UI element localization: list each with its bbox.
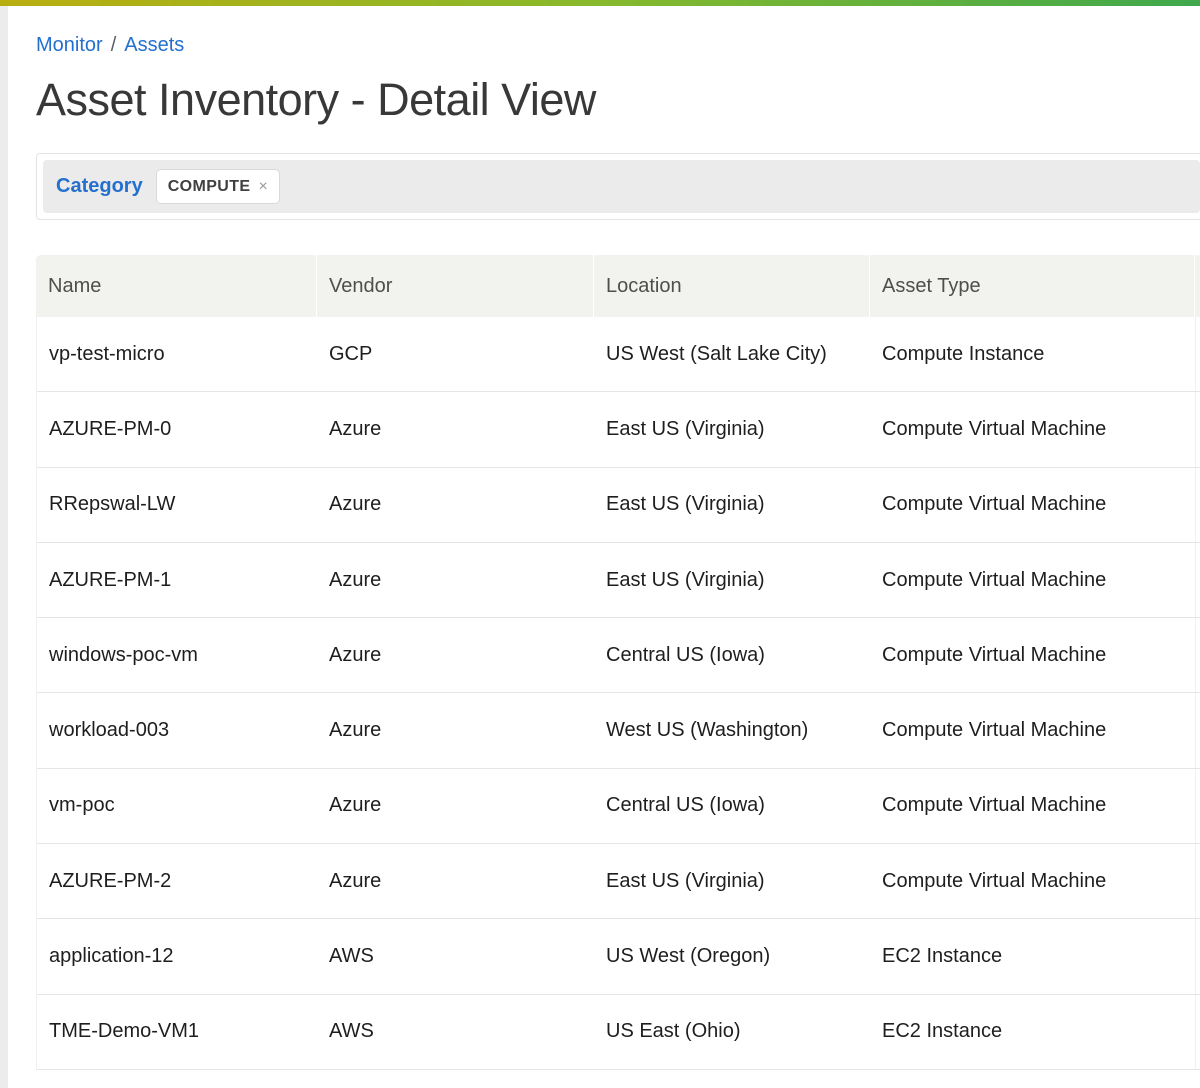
table-row[interactable]: AZURE-PM-1 Azure East US (Virginia) Comp…: [37, 542, 1200, 619]
cell-asset-type: Compute Virtual Machine: [882, 869, 1107, 892]
cell-name: RRepswal-LW: [49, 493, 176, 516]
cell-overflow: [1195, 994, 1200, 1069]
cell-vendor: Azure: [329, 794, 382, 817]
table-row[interactable]: AZURE-PM-2 Azure East US (Virginia) Comp…: [37, 844, 1200, 920]
filter-container: Category COMPUTE ×: [36, 153, 1200, 220]
cell-vendor: Azure: [329, 643, 382, 666]
cell-overflow: [1195, 467, 1200, 542]
cell-location: East US (Virginia): [606, 869, 765, 892]
table-row[interactable]: AZURE-PM-0 Azure East US (Virginia) Comp…: [37, 392, 1200, 468]
column-header-overflow: [1194, 255, 1200, 317]
cell-location: US East (Ohio): [606, 1020, 741, 1043]
column-header-name[interactable]: Name: [48, 274, 102, 297]
table-row[interactable]: application-12 AWS US West (Oregon) EC2 …: [37, 919, 1200, 995]
cell-vendor: Azure: [329, 493, 382, 516]
filter-category-label[interactable]: Category: [56, 175, 143, 197]
breadcrumb: Monitor / Assets: [36, 33, 1200, 57]
cell-location: US West (Salt Lake City): [606, 342, 827, 365]
cell-vendor: Azure: [329, 568, 382, 591]
cell-overflow: [1195, 844, 1200, 919]
cell-asset-type: EC2 Instance: [882, 945, 1003, 968]
cell-name: vp-test-micro: [49, 342, 165, 365]
cell-vendor: Azure: [329, 869, 382, 892]
top-gradient-bar: [0, 0, 1200, 6]
cell-asset-type: Compute Virtual Machine: [882, 794, 1107, 817]
cell-vendor: AWS: [329, 945, 374, 968]
cell-location: Central US (Iowa): [606, 643, 765, 666]
cell-asset-type: EC2 Instance: [882, 1020, 1003, 1043]
filter-bar: Category COMPUTE ×: [43, 160, 1200, 213]
page-left-edge-strip: [0, 6, 8, 1088]
cell-name: AZURE-PM-2: [49, 869, 172, 892]
table-row[interactable]: TME-Demo-VM1 AWS US East (Ohio) EC2 Inst…: [37, 994, 1200, 1070]
cell-location: East US (Virginia): [606, 417, 765, 440]
column-header-location[interactable]: Location: [593, 255, 869, 317]
cell-overflow: [1195, 919, 1200, 994]
table-row[interactable]: windows-poc-vm Azure Central US (Iowa) C…: [37, 618, 1200, 694]
table-row[interactable]: RRepswal-LW Azure East US (Virginia) Com…: [37, 467, 1200, 543]
breadcrumb-link-monitor[interactable]: Monitor: [36, 34, 103, 56]
cell-vendor: GCP: [329, 342, 373, 365]
cell-asset-type: Compute Virtual Machine: [882, 493, 1107, 516]
cell-location: Central US (Iowa): [606, 794, 765, 817]
cell-location: East US (Virginia): [606, 568, 765, 591]
cell-overflow: [1195, 693, 1200, 768]
cell-overflow: [1195, 618, 1200, 693]
cell-asset-type: Compute Virtual Machine: [882, 417, 1107, 440]
cell-asset-type: Compute Virtual Machine: [882, 719, 1107, 742]
cell-asset-type: Compute Virtual Machine: [882, 643, 1107, 666]
cell-asset-type: Compute Instance: [882, 342, 1045, 365]
cell-name: windows-poc-vm: [49, 643, 198, 666]
cell-overflow: [1195, 768, 1200, 844]
cell-vendor: AWS: [329, 1020, 374, 1043]
cell-name: workload-003: [49, 719, 170, 742]
cell-name: AZURE-PM-1: [49, 568, 172, 591]
cell-vendor: Azure: [329, 417, 382, 440]
asset-table: Name Vendor Location Asset Type vp-test-…: [36, 255, 1200, 1070]
cell-overflow: [1195, 392, 1200, 467]
column-header-vendor[interactable]: Vendor: [316, 255, 593, 317]
column-header-asset-type[interactable]: Asset Type: [869, 255, 1194, 317]
cell-name: AZURE-PM-0: [49, 417, 172, 440]
table-row[interactable]: vp-test-micro GCP US West (Salt Lake Cit…: [37, 317, 1200, 393]
cell-name: vm-poc: [49, 794, 115, 817]
filter-chip-remove-icon[interactable]: ×: [258, 177, 268, 195]
table-header-row: Name Vendor Location Asset Type: [36, 255, 1200, 317]
cell-overflow: [1195, 542, 1200, 618]
cell-location: East US (Virginia): [606, 493, 765, 516]
filter-chip-label: COMPUTE: [167, 177, 251, 195]
cell-location: West US (Washington): [606, 719, 809, 742]
cell-overflow: [1195, 317, 1200, 392]
page-title: Asset Inventory - Detail View: [36, 74, 596, 125]
filter-chip-compute[interactable]: COMPUTE ×: [155, 169, 280, 204]
cell-vendor: Azure: [329, 719, 382, 742]
cell-location: US West (Oregon): [606, 945, 771, 968]
breadcrumb-separator: /: [110, 34, 117, 56]
cell-name: application-12: [49, 945, 174, 968]
main-content: Monitor / Assets Asset Inventory - Detail …: [36, 6, 1200, 1070]
table-body: vp-test-micro GCP US West (Salt Lake Cit…: [36, 317, 1200, 1070]
cell-name: TME-Demo-VM1: [49, 1020, 200, 1043]
table-row[interactable]: workload-003 Azure West US (Washington) …: [37, 693, 1200, 769]
breadcrumb-link-assets[interactable]: Assets: [124, 34, 185, 56]
table-row[interactable]: vm-poc Azure Central US (Iowa) Compute V…: [37, 768, 1200, 845]
cell-asset-type: Compute Virtual Machine: [882, 568, 1107, 591]
